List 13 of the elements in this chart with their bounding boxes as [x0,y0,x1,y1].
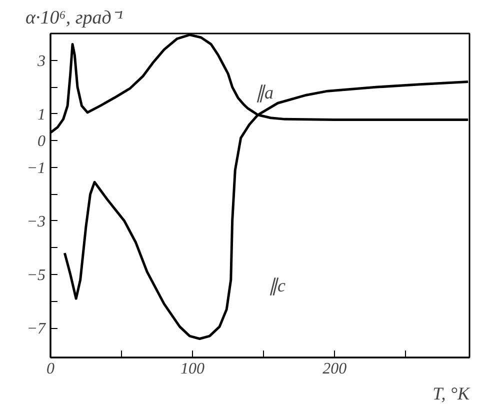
y-tick-label: 0 [38,133,46,150]
y-axis-title: α·10⁶, град⁻¹ [26,8,124,28]
y-tick-label: −5 [26,266,46,284]
y-tick-label: −7 [26,320,46,338]
y-tick-label: 1 [38,106,46,124]
x-axis-title: T, °K [432,384,470,404]
y-tick-label: −3 [26,213,46,230]
annotation: ∥a [256,82,274,102]
annotation: ∥c [268,276,286,296]
x-tick-label: 200 [322,360,347,378]
y-tick-label: 3 [36,52,46,70]
y-tick-label: −1 [26,160,46,177]
x-tick-label: 100 [180,360,205,378]
